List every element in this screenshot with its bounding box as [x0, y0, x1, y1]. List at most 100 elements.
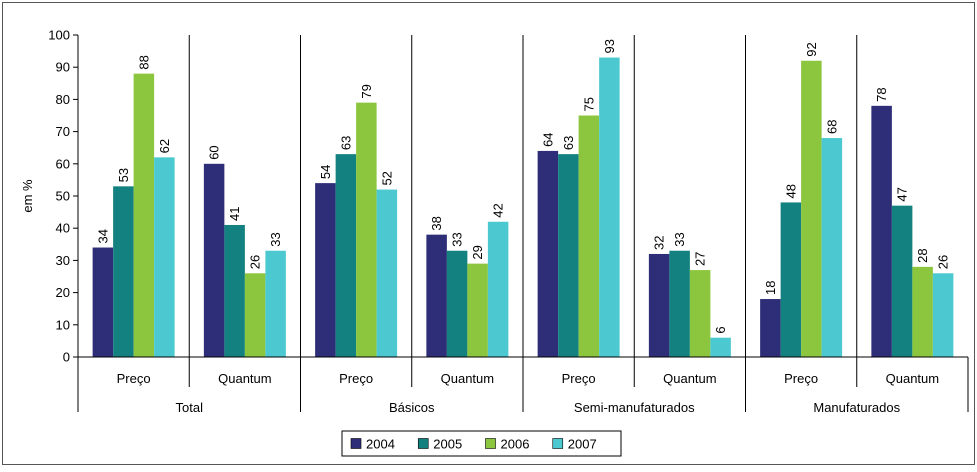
data-label: 64	[540, 132, 555, 146]
data-label: 68	[824, 120, 839, 134]
data-label: 6	[713, 326, 728, 333]
data-label: 54	[318, 165, 333, 179]
y-axis-title: em %	[20, 179, 35, 213]
data-label: 29	[470, 245, 485, 259]
y-tick-label: 10	[56, 317, 70, 332]
legend: 2004 2005 2006 2007	[342, 431, 621, 456]
y-tick-label: 60	[56, 156, 70, 171]
bar-2005	[892, 206, 913, 357]
legend-label: 2006	[501, 437, 530, 452]
y-tick-label: 30	[56, 253, 70, 268]
data-label: 32	[652, 235, 667, 249]
bar-2004	[315, 183, 336, 357]
data-label: 34	[95, 229, 110, 243]
bar-2007	[933, 273, 954, 357]
data-label: 26	[936, 255, 951, 269]
bar-2005	[558, 154, 579, 357]
y-tick-label: 100	[48, 28, 70, 43]
y-axis: 0 10 20 30 40 50 60 70 80 90 100	[48, 28, 78, 365]
bar-2004	[204, 164, 225, 357]
x-tick-label: Quantum	[441, 371, 494, 386]
data-label: 88	[136, 55, 151, 69]
bar-2005	[224, 225, 245, 357]
data-label: 63	[561, 136, 576, 150]
bar-2005	[113, 186, 134, 357]
data-label: 53	[116, 168, 131, 182]
bar-2007	[377, 190, 398, 357]
data-label: 18	[763, 281, 778, 295]
bar-2006	[690, 270, 711, 357]
data-label: 60	[207, 145, 222, 159]
bar-2004	[93, 248, 114, 357]
legend-label: 2005	[433, 437, 462, 452]
bar-2006	[245, 273, 266, 357]
data-label: 27	[693, 252, 708, 266]
bar-2005	[336, 154, 357, 357]
data-label: 33	[672, 232, 687, 246]
bar-2004	[426, 235, 447, 357]
data-label: 41	[227, 207, 242, 221]
data-label: 52	[379, 171, 394, 185]
bar-2006	[134, 74, 155, 357]
data-label: 78	[874, 87, 889, 101]
bar-2007	[710, 338, 731, 357]
x-group-label: Básicos	[389, 400, 435, 415]
bar-2007	[599, 58, 620, 357]
legend-swatch-2005	[418, 439, 428, 449]
data-label: 48	[783, 184, 798, 198]
legend-swatch-2004	[351, 439, 361, 449]
y-tick-label: 90	[56, 60, 70, 75]
bar-2007	[154, 157, 175, 357]
data-label: 26	[248, 255, 263, 269]
x-group-label: Semi-manufaturados	[574, 400, 695, 415]
bar-2007	[265, 251, 286, 357]
bar-2006	[801, 61, 822, 357]
bar-2004	[760, 299, 781, 357]
bar-2004	[649, 254, 670, 357]
y-tick-label: 0	[63, 350, 70, 365]
y-tick-label: 50	[56, 189, 70, 204]
x-tick-label: Preço	[339, 371, 373, 386]
y-tick-label: 70	[56, 124, 70, 139]
data-label: 62	[157, 139, 172, 153]
x-tick-label: Quantum	[663, 371, 716, 386]
y-tick-label: 20	[56, 285, 70, 300]
bar-2006	[579, 116, 600, 358]
legend-swatch-2007	[553, 439, 563, 449]
x-tick-label: Preço	[784, 371, 818, 386]
bar-2005	[447, 251, 468, 357]
y-tick-label: 80	[56, 92, 70, 107]
x-tick-label: Preço	[117, 371, 151, 386]
legend-label: 2007	[568, 437, 597, 452]
bar-2006	[467, 264, 488, 357]
data-label: 92	[804, 42, 819, 56]
bar-2006	[356, 103, 377, 357]
bar-2006	[912, 267, 933, 357]
x-tick-label: Quantum	[218, 371, 271, 386]
x-group-label: Total	[176, 400, 204, 415]
data-label: 93	[602, 39, 617, 53]
bar-2005	[781, 202, 802, 357]
data-label: 42	[491, 203, 506, 217]
y-tick-label: 40	[56, 221, 70, 236]
x-tick-label: Preço	[562, 371, 596, 386]
x-tick-label: Quantum	[886, 371, 939, 386]
data-label: 28	[915, 248, 930, 262]
x-group-label: Manufaturados	[813, 400, 900, 415]
data-label: 47	[895, 187, 910, 201]
legend-label: 2004	[366, 437, 395, 452]
legend-swatch-2006	[486, 439, 496, 449]
data-label: 33	[268, 232, 283, 246]
data-label: 75	[581, 97, 596, 111]
data-label: 79	[359, 84, 374, 98]
bar-2005	[669, 251, 690, 357]
bar-2007	[488, 222, 509, 357]
data-label: 63	[338, 136, 353, 150]
bar-2007	[822, 138, 843, 357]
bar-2004	[871, 106, 892, 357]
data-label: 38	[429, 216, 444, 230]
bar-2004	[538, 151, 559, 357]
data-label: 33	[450, 232, 465, 246]
